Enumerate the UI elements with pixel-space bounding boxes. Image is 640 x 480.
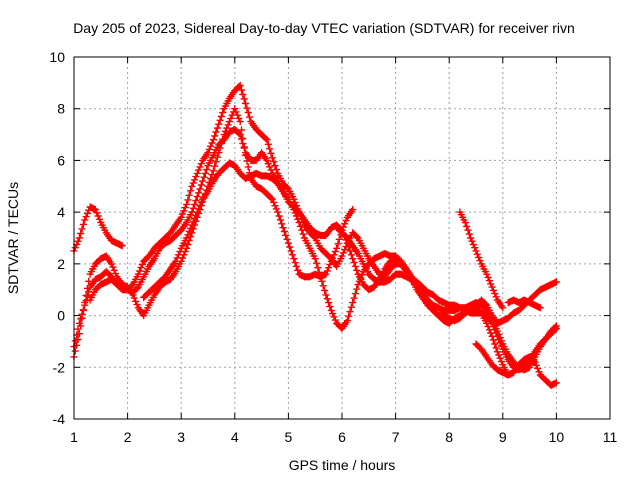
y-tick-label: 8 xyxy=(57,101,65,117)
x-tick-label: 4 xyxy=(231,429,239,445)
x-tick-label: 9 xyxy=(499,429,507,445)
data-series xyxy=(70,81,561,390)
plus-markers xyxy=(504,296,544,312)
x-tick-label: 11 xyxy=(603,429,618,445)
x-tick-label: 6 xyxy=(338,429,346,445)
x-tick-label: 5 xyxy=(285,429,293,445)
y-tick-label: -4 xyxy=(53,411,66,427)
y-tick-label: 2 xyxy=(57,256,65,272)
plus-markers xyxy=(332,224,561,374)
x-tick-label: 10 xyxy=(549,429,565,445)
series-track-9 xyxy=(504,296,544,312)
plus-markers xyxy=(472,340,518,379)
series-track-6 xyxy=(332,224,561,374)
x-tick-label: 8 xyxy=(445,429,453,445)
series-track-1 xyxy=(70,203,126,255)
chart-title: Day 205 of 2023, Sidereal Day-to-day VTE… xyxy=(73,20,575,36)
y-axis-label: SDTVAR / TECUs xyxy=(5,182,21,294)
series-track-5 xyxy=(140,159,561,327)
x-tick-label: 1 xyxy=(70,429,78,445)
series-track-7 xyxy=(456,208,507,312)
plus-markers xyxy=(70,203,126,255)
x-tick-label: 3 xyxy=(177,429,185,445)
y-tick-label: 6 xyxy=(57,152,65,168)
x-tick-labels: 1 2 3 4 5 6 7 8 9 10 11 xyxy=(70,429,617,445)
x-tick-label: 7 xyxy=(392,429,400,445)
plot-frame xyxy=(73,56,611,420)
plus-markers xyxy=(456,208,507,312)
y-tick-labels: -4 -2 0 2 4 6 8 10 xyxy=(49,49,65,427)
y-tick-label: 4 xyxy=(57,204,65,220)
x-axis-label: GPS time / hours xyxy=(289,457,396,473)
x-tick-label: 2 xyxy=(124,429,132,445)
y-tick-label: -2 xyxy=(53,359,66,375)
series-track-8 xyxy=(472,340,518,379)
y-tick-label: 0 xyxy=(57,308,65,324)
y-tick-label: 10 xyxy=(49,49,65,65)
